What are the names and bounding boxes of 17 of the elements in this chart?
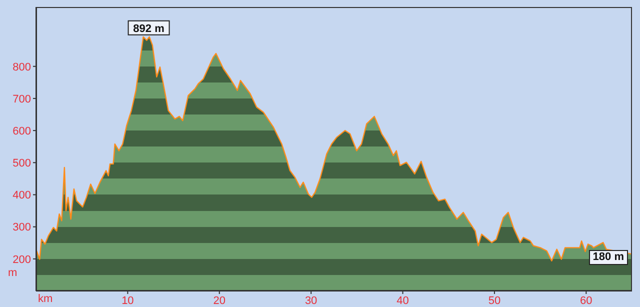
y-tick-label: 600 (12, 125, 31, 138)
x-axis-title: km (38, 293, 53, 305)
y-tick-label: 400 (12, 190, 31, 202)
x-tick-label: 40 (396, 294, 409, 307)
y-tick-label: 700 (12, 93, 31, 106)
x-tick-label: 60 (580, 294, 592, 307)
annotation: 892 m (133, 22, 165, 35)
x-tick-label: 10 (122, 294, 134, 307)
y-tick-label: 200 (12, 254, 31, 266)
x-tick-label: 50 (488, 294, 501, 307)
x-tick-label: 30 (304, 294, 318, 307)
y-axis-title: m (8, 266, 18, 279)
y-tick-label: 800 (12, 61, 31, 74)
x-tick-label: 20 (213, 294, 226, 307)
y-tick-label: 300 (12, 222, 31, 234)
annotation: 180 m (588, 250, 628, 265)
y-tick-label: 500 (12, 158, 31, 170)
